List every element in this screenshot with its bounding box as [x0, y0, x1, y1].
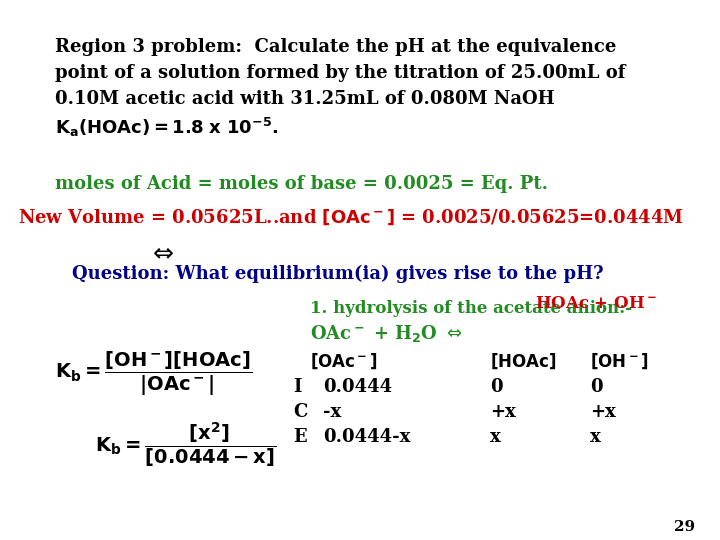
Text: $\Leftrightarrow$: $\Leftrightarrow$ [148, 240, 175, 264]
Text: $\mathbf{K_b = \dfrac{[OH^-][HOAc]}{|OAc^-|}}$: $\mathbf{K_b = \dfrac{[OH^-][HOAc]}{|OAc… [55, 350, 252, 398]
Text: x: x [490, 428, 500, 446]
Text: 0.0444: 0.0444 [323, 378, 392, 396]
Text: 1. hydrolysis of the acetate anion:-: 1. hydrolysis of the acetate anion:- [310, 300, 632, 317]
Text: I: I [293, 378, 302, 396]
Text: C: C [293, 403, 307, 421]
Text: $\mathbf{[OH^-]}$: $\mathbf{[OH^-]}$ [590, 352, 649, 372]
Text: New Volume = 0.05625L..and $\mathbf{[OAc^-]}$ = 0.0025/0.05625=0.0444M: New Volume = 0.05625L..and $\mathbf{[OAc… [18, 208, 684, 227]
Text: +x: +x [490, 403, 516, 421]
Text: $\mathbf{K_b = \dfrac{[x^2]}{[0.0444 - x]}}$: $\mathbf{K_b = \dfrac{[x^2]}{[0.0444 - x… [95, 420, 276, 469]
Text: $\mathbf{[HOAc]}$: $\mathbf{[HOAc]}$ [490, 352, 557, 372]
Text: Region 3 problem:  Calculate the pH at the equivalence: Region 3 problem: Calculate the pH at th… [55, 38, 616, 56]
Text: 0: 0 [590, 378, 603, 396]
Text: Question: What equilibrium(ia) gives rise to the pH?: Question: What equilibrium(ia) gives ris… [72, 265, 603, 284]
Text: 29: 29 [674, 520, 695, 534]
Text: x: x [590, 428, 600, 446]
Text: -x: -x [323, 403, 341, 421]
Text: HOAc + OH$\mathbf{^-}$: HOAc + OH$\mathbf{^-}$ [535, 295, 657, 312]
Text: 0: 0 [490, 378, 503, 396]
Text: E: E [293, 428, 307, 446]
Text: moles of Acid = moles of base = 0.0025 = Eq. Pt.: moles of Acid = moles of base = 0.0025 =… [55, 175, 548, 193]
Text: $\mathbf{[OAc^-]}$: $\mathbf{[OAc^-]}$ [310, 352, 377, 372]
Text: OAc$\mathbf{^-}$ + H$\mathbf{_2}$O $\Leftrightarrow$: OAc$\mathbf{^-}$ + H$\mathbf{_2}$O $\Lef… [310, 323, 462, 344]
Text: 0.0444-x: 0.0444-x [323, 428, 410, 446]
Text: +x: +x [590, 403, 616, 421]
Text: 0.10M acetic acid with 31.25mL of 0.080M NaOH: 0.10M acetic acid with 31.25mL of 0.080M… [55, 90, 554, 108]
Text: $\mathbf{K_a}$$\mathbf{(HOAc)=1.8\ x\ 10^{-5}}$$\mathbf{.}$: $\mathbf{K_a}$$\mathbf{(HOAc)=1.8\ x\ 10… [55, 116, 279, 139]
Text: point of a solution formed by the titration of 25.00mL of: point of a solution formed by the titrat… [55, 64, 626, 82]
